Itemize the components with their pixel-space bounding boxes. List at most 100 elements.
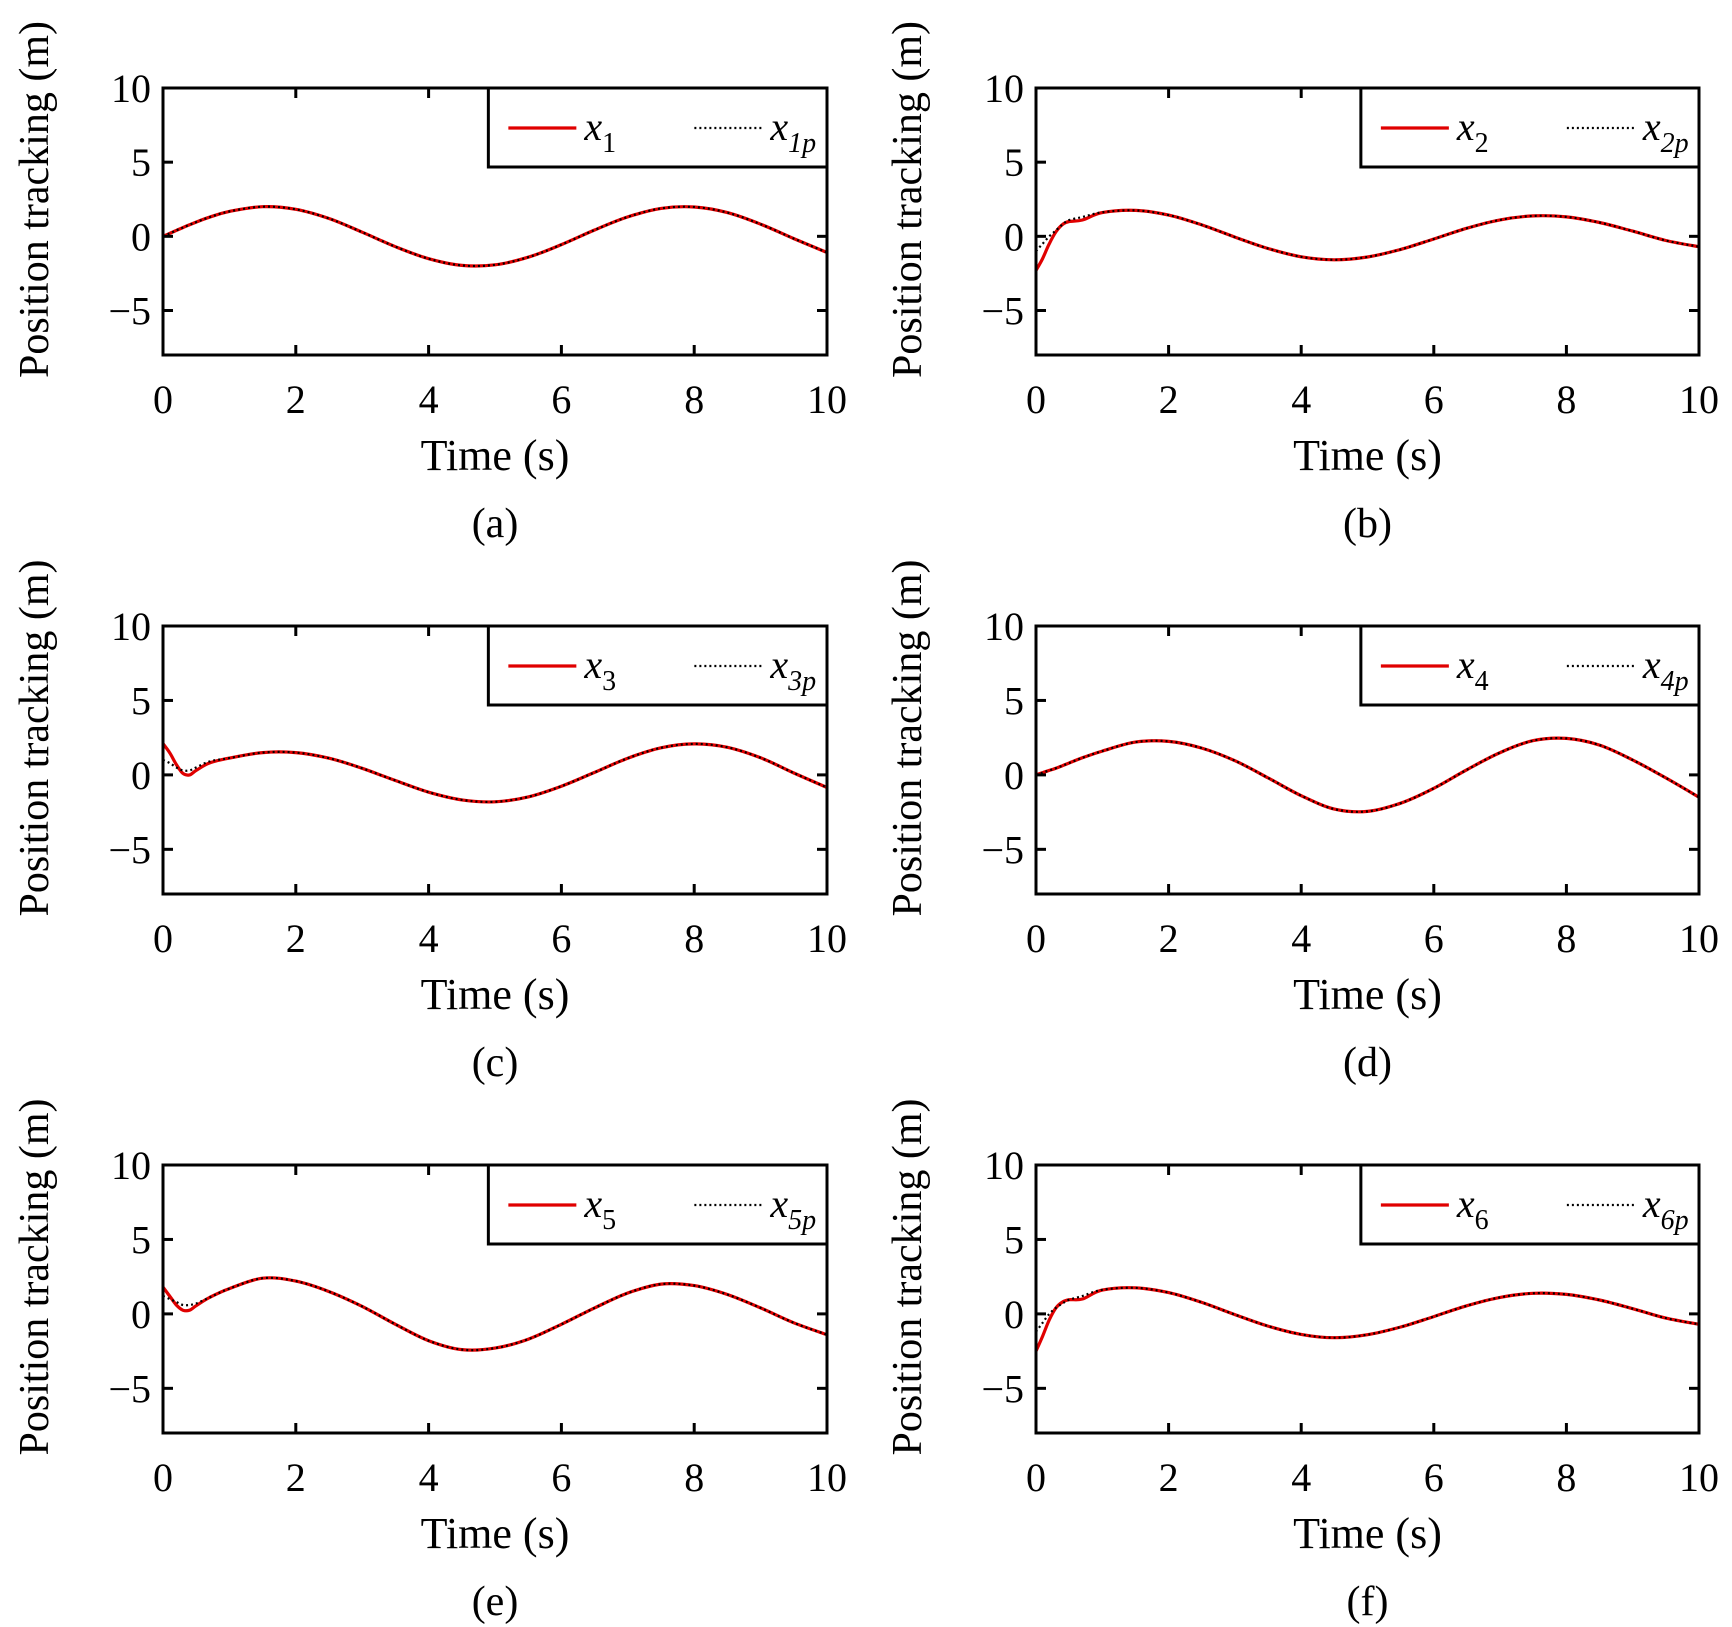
x-axis-label: Time (s) xyxy=(1293,1509,1442,1558)
y-tick-label: 0 xyxy=(131,753,151,798)
x-tick-label: 6 xyxy=(1424,377,1444,422)
x-tick-label: 10 xyxy=(1679,377,1719,422)
legend: x6 x6p xyxy=(1359,1163,1701,1246)
series-line-x2p xyxy=(1035,209,1700,261)
y-axis-label: Position tracking (m) xyxy=(885,1099,931,1456)
legend-var: x xyxy=(1642,104,1661,149)
x-tick-label: 10 xyxy=(807,377,847,422)
subplot-caption: (a) xyxy=(472,501,519,547)
legend-subscript: 1 xyxy=(602,128,616,159)
x-tick-label: 6 xyxy=(551,377,571,422)
subplot-caption: (d) xyxy=(1343,1040,1392,1086)
y-tick-label: −5 xyxy=(108,827,151,872)
x-tick-label: 10 xyxy=(807,916,847,961)
series-line-x3p xyxy=(162,742,828,804)
legend-subscript: 1p xyxy=(788,128,816,159)
series-line-x6 xyxy=(1034,1286,1700,1352)
series-line-x5p xyxy=(162,1276,828,1352)
x-tick-label: 6 xyxy=(1424,916,1444,961)
y-tick-label: 5 xyxy=(131,678,151,723)
series-line-x1 xyxy=(162,205,828,268)
legend: x4 x4p xyxy=(1359,624,1701,707)
y-tick-label: 5 xyxy=(131,1217,151,1262)
x-tick-label: 0 xyxy=(1026,377,1046,422)
x-axis-label: Time (s) xyxy=(421,431,570,480)
x-tick-label: 8 xyxy=(684,1455,704,1500)
y-tick-label: 5 xyxy=(1004,140,1024,185)
y-tick-label: 0 xyxy=(1004,753,1024,798)
legend-var: x xyxy=(769,642,788,687)
y-tick-label: −5 xyxy=(981,289,1024,334)
legend-subscript: 6p xyxy=(1661,1205,1689,1236)
y-tick-label: 5 xyxy=(1004,1217,1024,1262)
y-tick-label: 10 xyxy=(984,1143,1024,1188)
legend-var: x xyxy=(1642,1181,1661,1226)
series-line-x6p xyxy=(1035,1286,1700,1339)
series-line-x3 xyxy=(161,742,828,804)
legend-var: x xyxy=(769,104,788,149)
legend-var: x xyxy=(1456,1181,1475,1226)
x-tick-label: 2 xyxy=(286,916,306,961)
subplot-caption: (f) xyxy=(1347,1579,1389,1625)
y-tick-label: 0 xyxy=(131,214,151,259)
legend: x5 x5p xyxy=(486,1163,829,1246)
legend-label-x1: x1 xyxy=(583,104,616,159)
series-line-x4 xyxy=(1035,736,1700,814)
legend-subscript: 4 xyxy=(1475,666,1489,697)
x-tick-label: 10 xyxy=(807,1455,847,1500)
y-axis-label: Position tracking (m) xyxy=(12,21,58,378)
legend-subscript: 2 xyxy=(1475,128,1489,159)
x-axis-label: Time (s) xyxy=(421,970,570,1019)
x-tick-label: 4 xyxy=(419,1455,439,1500)
y-tick-label: 10 xyxy=(984,604,1024,649)
x-tick-label: 8 xyxy=(1556,1455,1576,1500)
y-tick-label: 5 xyxy=(131,140,151,185)
subplot-caption: (b) xyxy=(1343,501,1392,547)
y-tick-label: 10 xyxy=(111,1143,151,1188)
y-tick-label: −5 xyxy=(981,1366,1024,1411)
x-tick-label: 0 xyxy=(153,1455,173,1500)
legend-subscript: 3 xyxy=(602,666,616,697)
y-axis-label: Position tracking (m) xyxy=(12,560,58,917)
legend-label-x5p: x5p xyxy=(769,1181,816,1236)
y-tick-label: 10 xyxy=(111,604,151,649)
legend-subscript: 5p xyxy=(788,1205,816,1236)
x-tick-label: 0 xyxy=(153,377,173,422)
x-axis-label: Time (s) xyxy=(1293,431,1442,480)
y-tick-label: 0 xyxy=(131,1292,151,1337)
legend-label-x2: x2 xyxy=(1456,104,1489,159)
legend-var: x xyxy=(1456,642,1475,687)
legend-label-x4p: x4p xyxy=(1642,642,1689,697)
legend-var: x xyxy=(1456,104,1475,149)
legend-label-x1p: x1p xyxy=(769,104,816,159)
y-tick-label: 10 xyxy=(984,66,1024,111)
legend-var: x xyxy=(583,642,602,687)
legend-var: x xyxy=(1642,642,1661,687)
x-tick-label: 2 xyxy=(286,1455,306,1500)
legend-label-x3: x3 xyxy=(583,642,616,697)
x-tick-label: 4 xyxy=(1291,916,1311,961)
series-line-x5 xyxy=(161,1276,828,1352)
legend: x1 x1p xyxy=(486,86,829,169)
x-tick-label: 10 xyxy=(1679,916,1719,961)
x-tick-label: 4 xyxy=(1291,377,1311,422)
series-line-x4p xyxy=(1035,737,1700,813)
legend: x3 x3p xyxy=(486,624,829,707)
legend-subscript: 5 xyxy=(602,1205,616,1236)
y-tick-label: 5 xyxy=(1004,678,1024,723)
legend-subscript: 4p xyxy=(1661,666,1689,697)
x-tick-label: 2 xyxy=(1159,1455,1179,1500)
legend-label-x5: x5 xyxy=(583,1181,616,1236)
y-tick-label: −5 xyxy=(108,1366,151,1411)
legend: x2 x2p xyxy=(1359,86,1701,169)
x-tick-label: 0 xyxy=(1026,916,1046,961)
legend-label-x3p: x3p xyxy=(769,642,816,697)
legend-subscript: 3p xyxy=(787,666,816,697)
x-tick-label: 0 xyxy=(1026,1455,1046,1500)
y-axis-label: Position tracking (m) xyxy=(885,560,931,917)
subplot-caption: (e) xyxy=(472,1579,519,1625)
x-tick-label: 6 xyxy=(1424,1455,1444,1500)
legend-label-x6: x6 xyxy=(1456,1181,1489,1236)
